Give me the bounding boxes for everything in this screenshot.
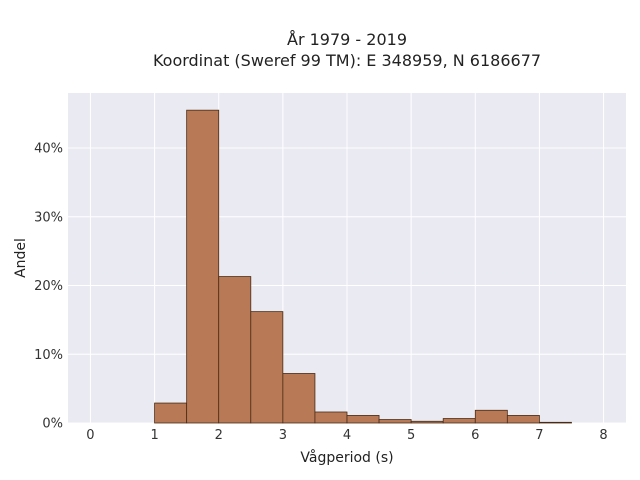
histogram-bars [154,109,572,424]
chart-title-line-2: Koordinat (Sweref 99 TM): E 348959, N 61… [153,51,541,70]
histogram-bar [346,415,380,424]
x-axis-label: Vågperiod (s) [300,449,393,466]
histogram-bar [378,419,412,424]
x-tick-label: 2 [215,428,223,443]
histogram-bar [539,421,572,424]
histogram-bar [314,411,348,424]
histogram-bar [154,402,188,424]
histogram-bar [410,420,444,424]
histogram-bar [250,311,284,424]
y-tick-label: 10% [34,348,63,363]
y-axis-label: Andel [13,238,29,278]
histogram-bar [442,418,476,424]
x-tick-label: 3 [279,428,287,443]
x-tick-label: 8 [599,428,607,443]
x-tick-label: 1 [150,428,158,443]
chart-title-line-1: År 1979 - 2019 [287,30,407,49]
histogram-bar [506,415,540,424]
histogram-bar [186,109,220,424]
x-axis-ticks: 0 1 2 3 4 5 6 7 8 [86,428,607,443]
y-tick-label: 0% [42,417,63,432]
x-tick-label: 0 [86,428,94,443]
x-tick-label: 5 [407,428,415,443]
y-axis-ticks: 0% 10% 20% 30% 40% [34,142,63,432]
y-tick-label: 40% [34,142,63,157]
histogram-bar [474,409,508,424]
histogram-bar [282,373,316,424]
histogram-bar [218,276,252,424]
x-tick-label: 6 [471,428,479,443]
x-tick-label: 7 [535,428,543,443]
y-tick-label: 20% [34,279,63,294]
x-tick-label: 4 [343,428,351,443]
y-tick-label: 30% [34,210,63,225]
